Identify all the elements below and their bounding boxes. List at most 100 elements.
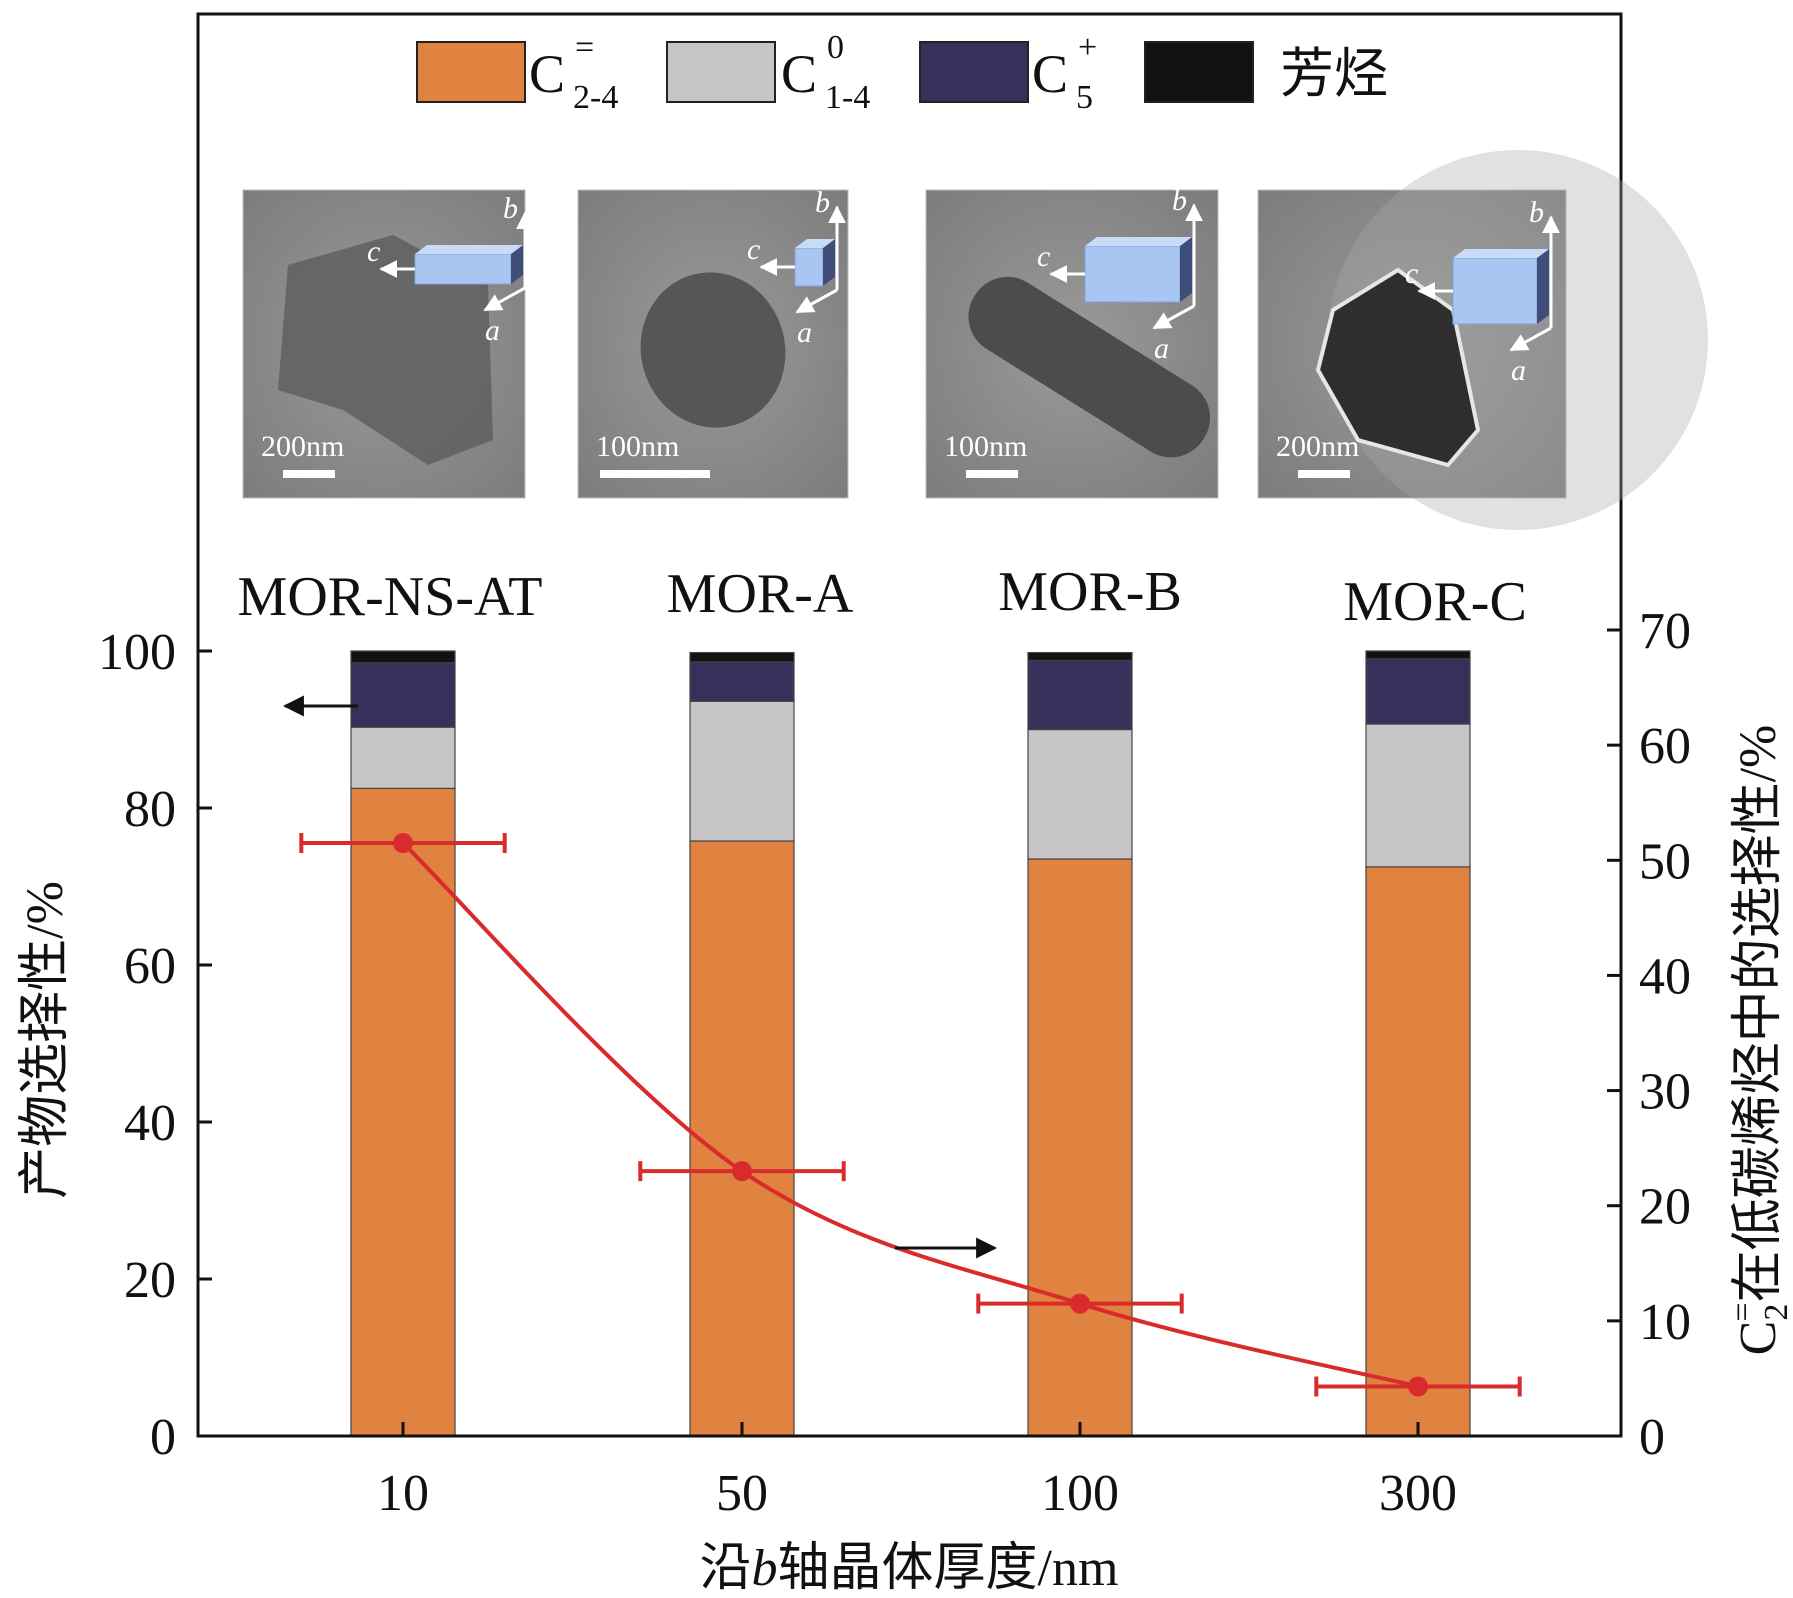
line-series bbox=[282, 695, 1522, 1397]
sample-label-4: MOR-C bbox=[1343, 571, 1527, 633]
bar-100-series-1 bbox=[1027, 858, 1133, 1437]
x-tick-label-10: 10 bbox=[377, 1465, 429, 1522]
axis-a-label: a bbox=[1511, 354, 1526, 387]
rod-particle bbox=[968, 276, 1211, 458]
sample-labels: MOR-NS-AT MOR-A MOR-B MOR-C bbox=[238, 561, 1527, 633]
crystal-model-side bbox=[511, 245, 523, 284]
crystal-particle bbox=[1315, 267, 1481, 468]
crystal-model-top bbox=[1453, 249, 1549, 258]
right-tick-label-20: 20 bbox=[1639, 1179, 1691, 1236]
left-tick-label-60: 60 bbox=[124, 938, 176, 995]
sample-label-1: MOR-NS-AT bbox=[238, 566, 543, 628]
axis-a-arrow bbox=[483, 286, 526, 312]
x-axis-title: 沿b轴晶体厚度/nm bbox=[700, 1540, 1119, 1597]
line-series-curve bbox=[401, 841, 1419, 1389]
nanosheet-particle bbox=[278, 235, 493, 465]
right-tick-label-70: 70 bbox=[1639, 603, 1691, 660]
bar-100-series-4 bbox=[1027, 651, 1133, 662]
axis-titles: 沿b轴晶体厚度/nm 产物选择性/% C2=在低碳烯烃中的选择性/% bbox=[17, 725, 1793, 1597]
legend-label-3-sub: 5 bbox=[1076, 79, 1093, 116]
tem-image-4: b a c 200nm bbox=[1257, 150, 1708, 530]
scale-bar-label: 200nm bbox=[261, 430, 344, 463]
left-tick-label-100: 100 bbox=[98, 624, 176, 681]
bar-300-series-2 bbox=[1365, 723, 1471, 868]
crystal-model-side bbox=[1537, 249, 1549, 324]
bar-10-series-3 bbox=[350, 662, 456, 728]
axis-a-arrow bbox=[1509, 326, 1552, 352]
sample-label-2: MOR-A bbox=[667, 563, 854, 625]
axis-a-label: a bbox=[1154, 332, 1169, 365]
left-tick-label-0: 0 bbox=[150, 1409, 176, 1466]
bar-100-series-3 bbox=[1027, 659, 1133, 731]
legend-label-4: 芳烃 bbox=[1280, 44, 1388, 104]
legend-label-3: C bbox=[1032, 44, 1068, 104]
axis-a-arrow bbox=[795, 288, 838, 314]
crystal-model-side bbox=[1180, 237, 1192, 302]
crystal-model-front bbox=[1452, 257, 1538, 325]
crystal-model-top bbox=[795, 239, 835, 248]
crystal-model-front bbox=[794, 247, 824, 287]
line-point-50 bbox=[732, 1161, 752, 1182]
tem-image-3: b a c 100nm bbox=[925, 184, 1219, 499]
axis-a-label: a bbox=[485, 314, 500, 347]
scale-bar bbox=[283, 470, 335, 478]
crystal-model-front bbox=[1084, 245, 1181, 303]
legend-label-2: C bbox=[781, 44, 817, 104]
axis-b-label: b bbox=[503, 192, 518, 225]
legend-label-2-sup: 0 bbox=[827, 29, 844, 66]
bars bbox=[350, 650, 1471, 1437]
legend-swatch-1 bbox=[416, 41, 526, 103]
line-point-10 bbox=[393, 833, 413, 854]
left-tick-label-20: 20 bbox=[124, 1252, 176, 1309]
legend-swatch-3 bbox=[919, 41, 1029, 103]
right-tick-label-10: 10 bbox=[1639, 1294, 1691, 1351]
x-tick-label-300: 300 bbox=[1379, 1465, 1457, 1522]
scale-bar bbox=[1298, 470, 1350, 478]
right-tick-label-0: 0 bbox=[1639, 1409, 1665, 1466]
axis-b-label: b bbox=[1172, 184, 1187, 217]
sample-label-3: MOR-B bbox=[998, 561, 1182, 623]
bar-300-series-4 bbox=[1365, 650, 1471, 660]
right-tick-label-60: 60 bbox=[1639, 718, 1691, 775]
x-tick-label-50: 50 bbox=[716, 1465, 768, 1522]
bar-50-series-1 bbox=[689, 840, 795, 1437]
legend-label-1-sub: 2-4 bbox=[573, 79, 618, 116]
scale-bar-label: 100nm bbox=[596, 430, 679, 463]
legend-label-1: C bbox=[529, 44, 565, 104]
tem-image-1: b a c 200nm bbox=[242, 189, 534, 499]
scale-bar bbox=[600, 470, 710, 478]
scale-bar-label: 200nm bbox=[1276, 430, 1359, 463]
axis-c-label: c bbox=[1037, 240, 1050, 273]
crystal-model-top bbox=[415, 245, 523, 254]
legend-swatch-4 bbox=[1144, 41, 1254, 103]
tem-image-2: b a c 100nm bbox=[577, 186, 849, 499]
legend-label-2-sub: 1-4 bbox=[825, 79, 870, 116]
bar-300-series-1 bbox=[1365, 866, 1471, 1437]
right-tick-label-50: 50 bbox=[1639, 833, 1691, 890]
line-point-100 bbox=[1070, 1293, 1090, 1314]
x-tick-label-100: 100 bbox=[1041, 1465, 1119, 1522]
bar-300-series-3 bbox=[1365, 658, 1471, 725]
left-tick-label-40: 40 bbox=[124, 1095, 176, 1152]
axis-b-label: b bbox=[1529, 196, 1544, 229]
scale-bar bbox=[966, 470, 1018, 478]
axis-a-arrow bbox=[1152, 304, 1195, 330]
tem-images: b a c 200nm b a c 100nm b a c 100nm b a c 200nm bbox=[242, 150, 1708, 530]
crystal-model-top bbox=[1085, 237, 1192, 246]
bar-10-series-1 bbox=[350, 787, 456, 1437]
axis-a-label: a bbox=[797, 316, 812, 349]
axis-c-label: c bbox=[367, 235, 380, 268]
y-axis-left-title: 产物选择性/% bbox=[17, 881, 74, 1199]
bar-50-series-3 bbox=[689, 661, 795, 702]
line-point-300 bbox=[1408, 1376, 1428, 1397]
bar-50-series-2 bbox=[689, 700, 795, 842]
axes: 0 20 40 60 80 100 0 10 20 30 40 50 60 70 10 50 100 300 bbox=[98, 603, 1691, 1522]
right-tick-label-30: 30 bbox=[1639, 1064, 1691, 1121]
y-axis-right-title: C2=在低碳烯烃中的选择性/% bbox=[1724, 725, 1793, 1356]
bar-50-series-4 bbox=[689, 651, 795, 663]
bar-100-series-2 bbox=[1027, 728, 1133, 860]
left-tick-label-80: 80 bbox=[124, 781, 176, 838]
bar-10-series-4 bbox=[350, 650, 456, 664]
legend: C =2-4 C 01-4 C +5 芳烃 bbox=[416, 29, 1388, 116]
